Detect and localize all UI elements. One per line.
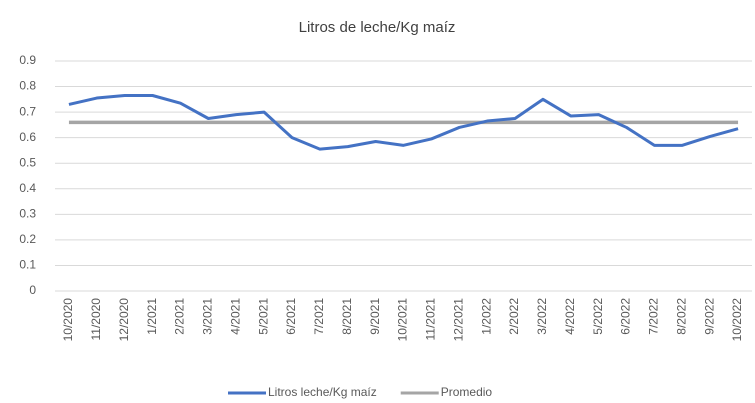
x-tick-label: 5/2021 [256,298,270,335]
y-tick-label: 0.2 [19,232,36,246]
x-tick-label: 4/2022 [563,298,577,335]
y-tick-label: 0.9 [19,53,36,67]
y-tick-label: 0 [29,283,36,297]
x-tick-label: 5/2022 [591,298,605,335]
y-tick-label: 0.8 [19,79,36,93]
x-tick-label: 12/2020 [117,298,131,342]
x-tick-label: 7/2022 [647,298,661,335]
x-tick-label: 4/2021 [228,298,242,335]
y-tick-label: 0.7 [19,104,36,118]
y-tick-label: 0.5 [19,155,36,169]
data-line [68,94,739,151]
y-tick-label: 0.3 [19,207,36,221]
x-tick-label: 6/2022 [619,298,633,335]
x-tick-label: 3/2021 [201,298,215,335]
legend-label: Promedio [441,385,493,399]
y-tick-label: 0.1 [19,258,36,272]
y-tick-label: 0.6 [19,130,36,144]
x-tick-label: 6/2021 [284,298,298,335]
x-tick-label: 9/2021 [368,298,382,335]
x-tick-label: 2/2021 [173,298,187,335]
x-tick-label: 8/2021 [340,298,354,335]
x-tick-label: 10/2020 [61,298,75,342]
legend-label: Litros leche/Kg maíz [268,385,377,399]
x-tick-label: 10/2021 [396,298,410,342]
y-tick-label: 0.4 [19,181,36,195]
chart-title: Litros de leche/Kg maíz [299,19,456,36]
x-tick-label: 1/2022 [479,298,493,335]
x-tick-label: 12/2021 [451,298,465,342]
x-tick-label: 3/2022 [535,298,549,335]
x-tick-label: 10/2022 [730,298,744,342]
x-tick-label: 7/2021 [312,298,326,335]
x-tick-label: 2/2022 [507,298,521,335]
x-tick-label: 11/2020 [89,298,103,341]
x-tick-label: 9/2022 [702,298,716,335]
x-tick-label: 11/2021 [424,298,438,341]
x-tick-label: 1/2021 [145,298,159,335]
x-tick-label: 8/2022 [674,298,688,335]
